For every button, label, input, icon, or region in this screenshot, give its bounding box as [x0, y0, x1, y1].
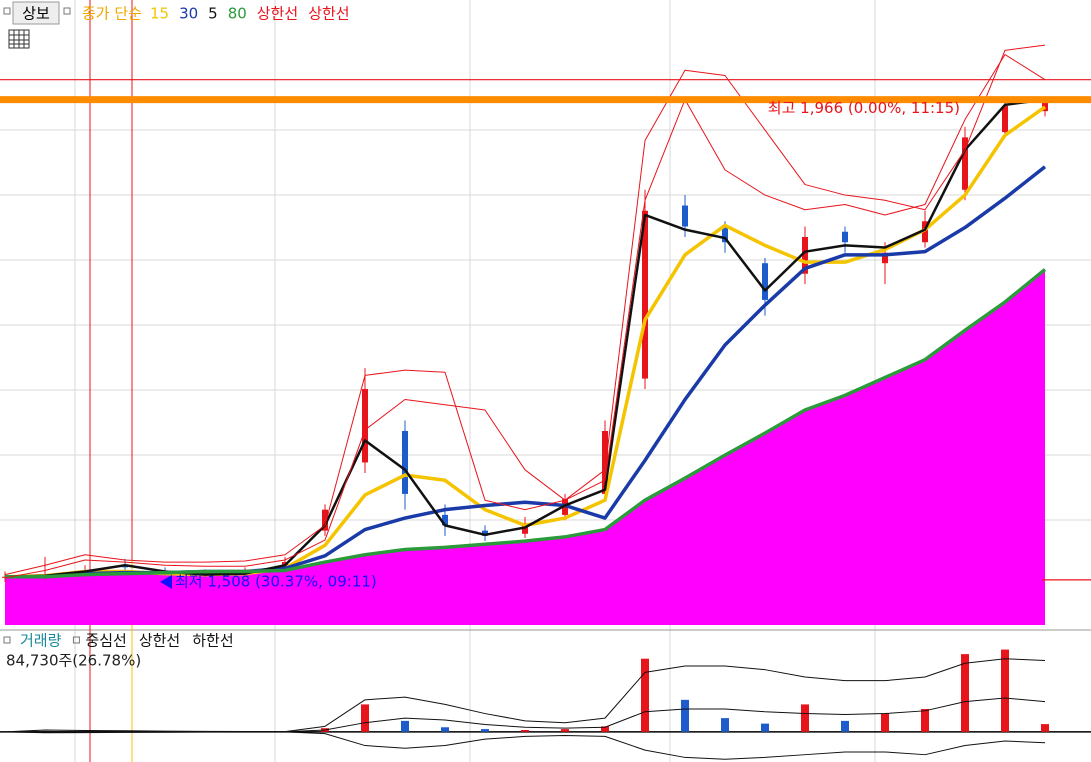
candle-body — [722, 226, 728, 243]
volume-bar — [681, 699, 689, 732]
volume-bar — [561, 729, 569, 732]
volume-bar — [361, 704, 369, 732]
toggle-icon — [72, 636, 80, 644]
line-series — [4, 731, 1046, 760]
candle-body — [442, 514, 448, 526]
legend-entry: 상한선 — [308, 5, 349, 23]
volume-bar — [641, 658, 649, 732]
candle-body — [682, 205, 688, 227]
candle-body — [362, 389, 368, 463]
low-label: 최저 1,508 (30.37%, 09:11) — [175, 572, 377, 590]
button[interactable] — [12, 1, 60, 25]
volume-bar — [961, 654, 969, 732]
button-label[interactable]: 상보 — [22, 5, 50, 23]
toggle-icon[interactable] — [3, 636, 11, 644]
legend-entry: 상한선 — [139, 632, 180, 650]
candle-body — [322, 509, 328, 531]
candle-body — [762, 263, 768, 300]
candle-body — [642, 210, 648, 379]
low-arrow — [160, 574, 172, 589]
volume-bar — [1041, 724, 1049, 732]
table-icon[interactable] — [8, 29, 30, 49]
legend-entry: 30 — [179, 5, 198, 23]
candle-body — [882, 252, 888, 264]
line-series — [4, 658, 1046, 733]
candle-body — [602, 430, 608, 494]
volume-bar — [441, 727, 449, 732]
area-series — [5, 269, 1045, 625]
line-series — [5, 268, 1047, 579]
legend-prefix: 종가 단순 — [82, 5, 142, 23]
volume-bar — [721, 718, 729, 732]
line-series — [4, 54, 1046, 576]
legend-entry: 중심선 — [85, 632, 126, 650]
volume-bar — [481, 729, 489, 732]
volume-bar — [1001, 649, 1009, 732]
volume-bar — [881, 713, 889, 732]
candle-body — [1002, 105, 1008, 133]
volume-bar — [601, 726, 609, 732]
volume-bar — [401, 720, 409, 732]
legend-entry: 5 — [208, 5, 218, 23]
volume-bar — [921, 708, 929, 732]
table-icon-grid — [9, 30, 29, 48]
volume-bar — [841, 720, 849, 732]
volume-bar — [521, 730, 529, 732]
candle-body — [842, 231, 848, 243]
readout: 84,730주(26.78%) — [6, 652, 141, 670]
legend-entry: 하한선 — [192, 632, 233, 650]
legend-entry: 15 — [150, 5, 169, 23]
high-label: 최고 1,966 (0.00%, 11:15) — [768, 99, 960, 117]
candle-body — [962, 137, 968, 190]
candle-body — [922, 221, 928, 243]
candle-body — [1042, 99, 1048, 112]
plot: 최고 1,966 (0.00%, 11:15) 최저 1,508 (30.37%,… — [0, 44, 1091, 760]
legend-entry: 거래량 — [20, 632, 62, 650]
volume-bar — [761, 723, 769, 732]
toggle-icon[interactable] — [3, 7, 11, 15]
volume-bar — [801, 704, 809, 732]
candle-body — [802, 236, 808, 274]
legend-entry: 80 — [228, 5, 247, 23]
line-series — [4, 44, 1046, 579]
candle-body — [402, 430, 408, 494]
toggle-icon[interactable] — [63, 7, 71, 15]
legend-entry: 상한선 — [257, 5, 298, 23]
candle-body — [482, 530, 488, 536]
